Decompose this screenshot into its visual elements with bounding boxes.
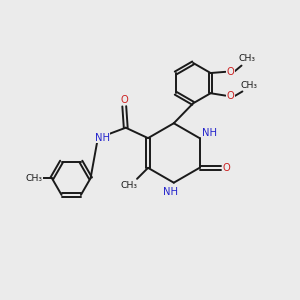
Text: NH: NH xyxy=(163,187,178,196)
Text: O: O xyxy=(223,163,231,173)
Text: NH: NH xyxy=(95,133,110,142)
Text: O: O xyxy=(226,91,234,101)
Text: CH₃: CH₃ xyxy=(26,174,43,183)
Text: NH: NH xyxy=(202,128,217,138)
Text: CH₃: CH₃ xyxy=(240,81,257,90)
Text: O: O xyxy=(120,95,128,105)
Text: O: O xyxy=(226,67,234,76)
Text: CH₃: CH₃ xyxy=(121,181,138,190)
Text: CH₃: CH₃ xyxy=(239,54,256,63)
